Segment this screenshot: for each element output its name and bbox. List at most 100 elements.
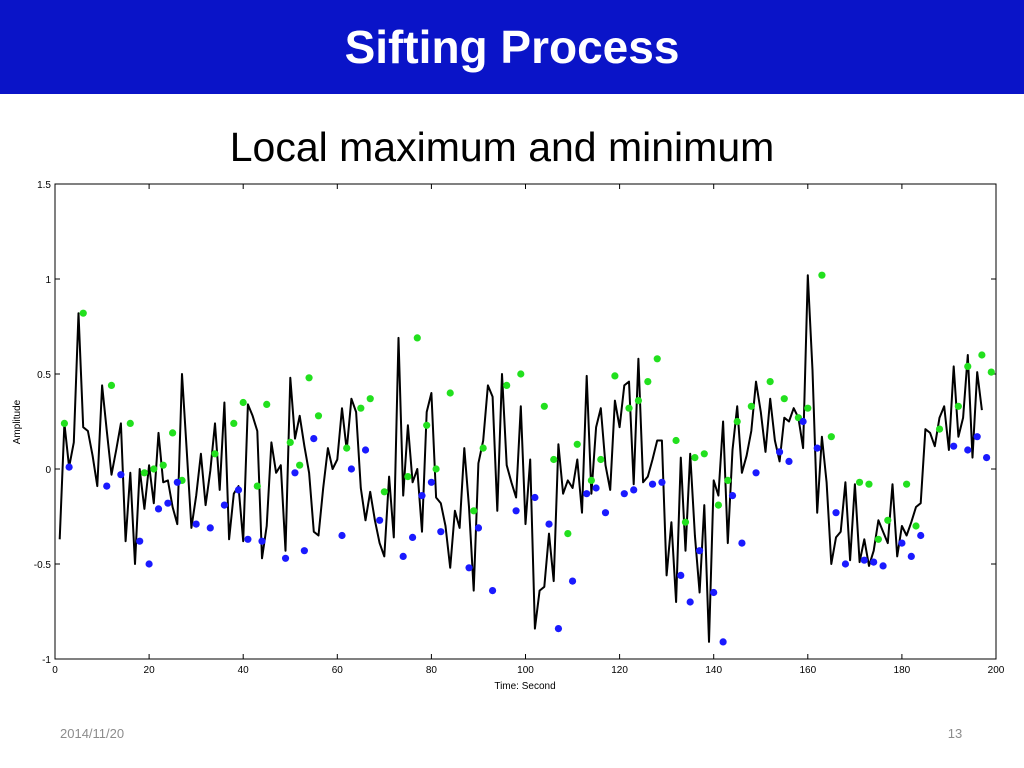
maximum-point (681, 518, 690, 526)
maximum-point (314, 412, 323, 420)
minimum-point (554, 625, 563, 633)
maximum-point (978, 351, 986, 359)
maximum-point (357, 404, 365, 412)
x-tick-label: 160 (799, 665, 816, 676)
minimum-point (728, 492, 737, 500)
minimum-point (601, 509, 610, 517)
maximum-point (230, 419, 238, 427)
minimum-point (164, 499, 172, 507)
maximum-point (691, 454, 699, 462)
maximum-point (169, 429, 177, 437)
maximum-point (380, 488, 388, 496)
minimum-point (244, 535, 252, 543)
maximum-point (305, 374, 313, 382)
minimum-point (982, 454, 991, 462)
maximum-point (954, 402, 962, 410)
maximum-point (423, 421, 431, 429)
maximum-point (587, 476, 595, 484)
maximum-point (903, 480, 911, 488)
minimum-point (399, 552, 407, 560)
y-tick-label: 1 (45, 275, 51, 286)
y-tick-label: -1 (42, 655, 51, 666)
x-tick-label: 200 (988, 665, 1005, 676)
minimum-point (813, 444, 821, 452)
minimum-point (648, 480, 657, 488)
maximum-point (404, 473, 412, 481)
maximum-point (263, 400, 271, 408)
minimum-point (799, 417, 807, 426)
maximum-point (286, 438, 294, 446)
maximum-point (865, 480, 873, 488)
page-number: 13 (947, 726, 963, 741)
y-tick-label: 1.5 (37, 180, 51, 191)
maximum-point (296, 461, 304, 469)
maximum-point (804, 404, 812, 412)
maximum-point (126, 419, 134, 427)
maximum-point (159, 461, 167, 469)
minimum-point (488, 587, 497, 595)
x-tick-label: 40 (238, 665, 250, 676)
x-tick-label: 20 (144, 665, 156, 676)
maximum-point (550, 455, 558, 464)
minimum-point (677, 571, 685, 579)
maximum-point (672, 436, 680, 445)
maximum-point (343, 444, 351, 452)
maximum-point (540, 402, 548, 410)
minimum-point (917, 531, 925, 540)
plot-frame (54, 183, 997, 660)
minimum-point (361, 446, 370, 454)
y-tick-label: 0.5 (37, 370, 51, 381)
maximum-point (714, 501, 723, 509)
maximum-point (766, 378, 774, 386)
maximum-point (107, 381, 116, 389)
minimum-point (220, 501, 228, 509)
axis-tick-labels: 0 20 40 60 80 100 120 140 160 180 200 -1 -0.5 0 0.5 1 1.… (34, 180, 1005, 676)
maximum-point (150, 465, 158, 473)
maximum-point (366, 395, 374, 403)
minimum-point (775, 448, 784, 456)
x-tick-label: 180 (894, 665, 911, 676)
minimum-point (310, 435, 318, 443)
maximum-point (700, 450, 708, 458)
maximum-point (564, 530, 572, 538)
y-axis-label: Amplitude (12, 399, 23, 444)
x-tick-label: 140 (705, 665, 722, 676)
maximum-point (912, 522, 920, 530)
minimum-point (710, 588, 718, 597)
maximum-point (987, 368, 995, 376)
minimum-point (898, 539, 906, 547)
maximum-point (239, 398, 247, 407)
minimum-point (568, 577, 577, 585)
minimum-point (173, 478, 181, 486)
minimum-point (870, 558, 878, 566)
x-tick-label: 120 (611, 665, 628, 676)
minimum-point (592, 484, 600, 492)
sifting-chart: 0 20 40 60 80 100 120 140 160 180 200 -1 -0.5 0 0.5 1 1.… (12, 180, 1005, 692)
minima-points (65, 417, 991, 646)
minimum-point (620, 490, 628, 498)
minimum-point (347, 465, 356, 473)
maximum-point (597, 455, 605, 464)
minimum-point (437, 528, 445, 536)
maximum-point (79, 309, 87, 317)
x-tick-label: 100 (517, 665, 534, 676)
maximum-point (827, 433, 835, 441)
maximum-point (517, 370, 525, 378)
minimum-point (658, 478, 666, 486)
minimum-point (973, 433, 981, 441)
minimum-point (408, 533, 417, 541)
minimum-point (950, 442, 958, 450)
maximum-point (964, 362, 972, 370)
minimum-point (376, 516, 384, 524)
maximum-point (855, 478, 864, 486)
minimum-point (907, 552, 915, 560)
minimum-point (738, 539, 746, 547)
minimum-point (583, 490, 591, 498)
slide-title: Sifting Process (344, 21, 680, 73)
minimum-point (832, 509, 840, 517)
minimum-point (695, 547, 704, 555)
maximum-point (413, 334, 421, 342)
axis-ticks (54, 183, 997, 660)
maximum-point (818, 271, 826, 279)
minimum-point (192, 520, 200, 528)
